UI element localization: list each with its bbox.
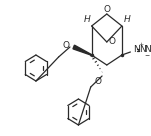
- Text: +: +: [138, 42, 143, 47]
- Text: H: H: [123, 15, 130, 24]
- Text: O: O: [63, 41, 70, 50]
- Text: O: O: [103, 4, 110, 13]
- Polygon shape: [73, 45, 92, 55]
- Text: N: N: [139, 46, 146, 55]
- Text: N: N: [145, 46, 151, 55]
- Text: O: O: [109, 38, 116, 47]
- Text: O: O: [95, 77, 102, 86]
- Text: N: N: [133, 46, 140, 55]
- Text: H: H: [84, 15, 90, 24]
- Text: −: −: [145, 52, 150, 58]
